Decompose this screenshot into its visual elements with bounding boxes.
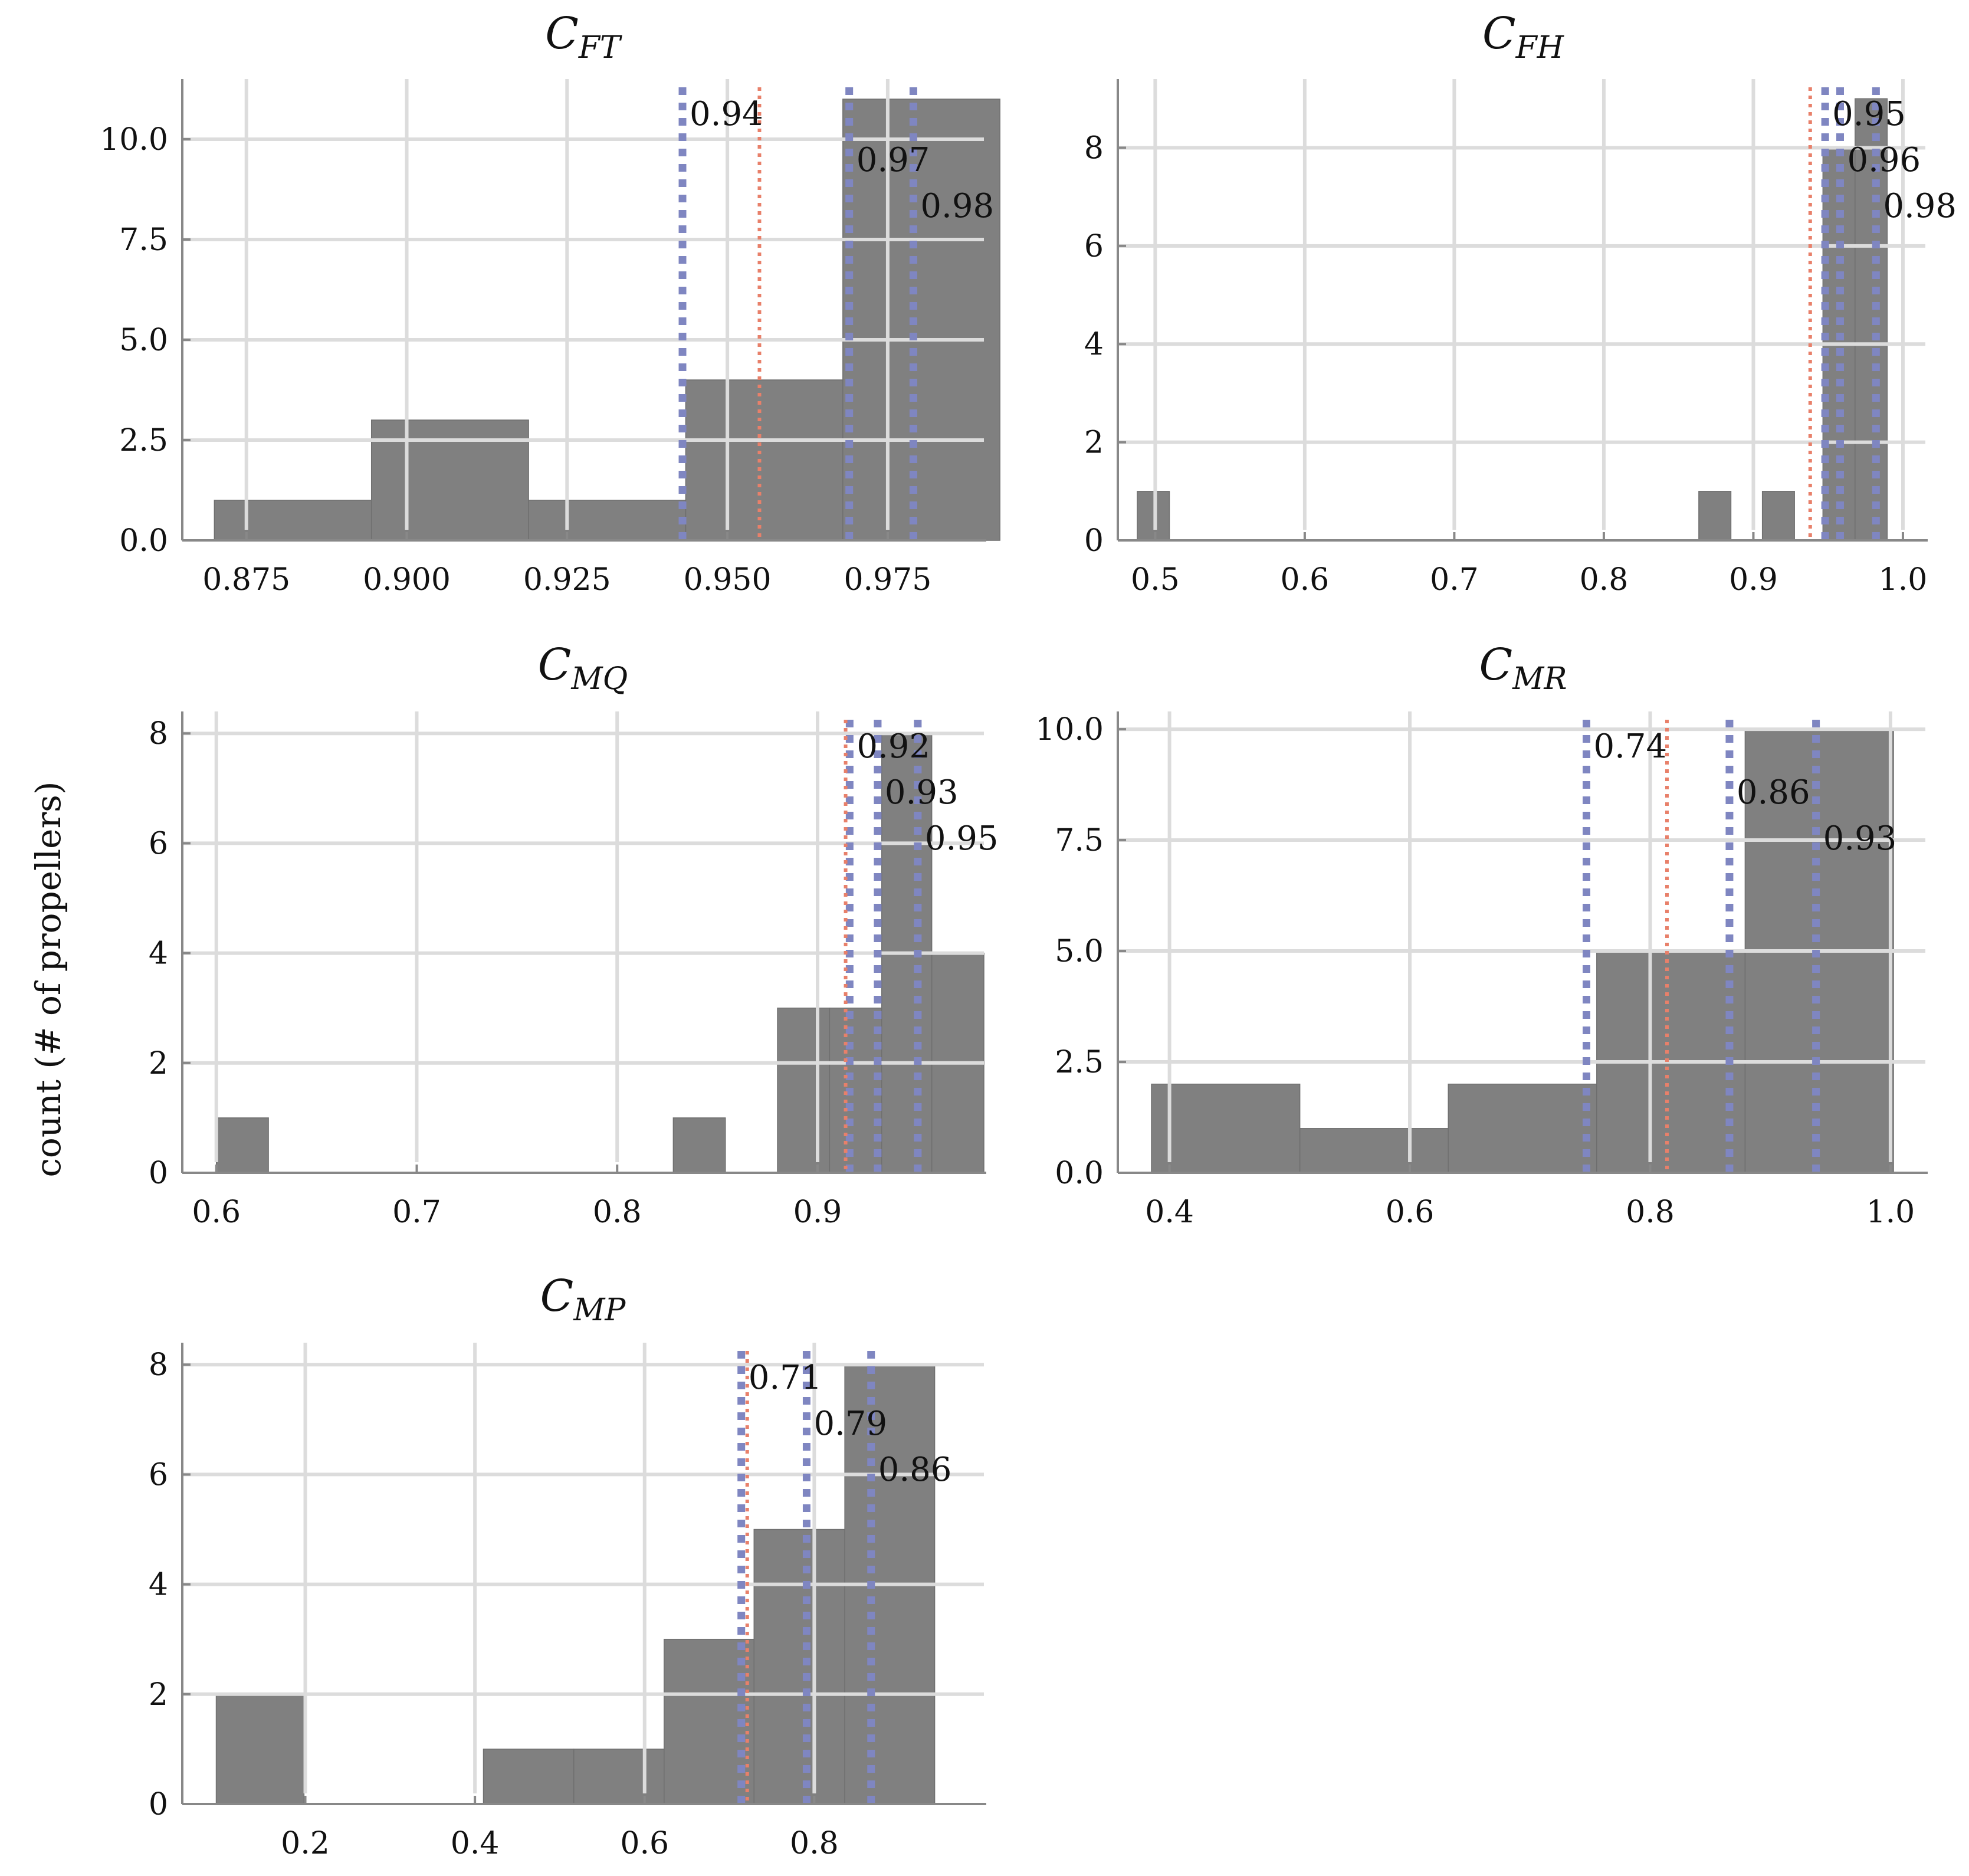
quantile-annotation: 0.97 (856, 141, 930, 179)
y-tick-label: 8 (149, 716, 168, 752)
histogram-panel-fh: 0 2 4 6 8 0.5 0.6 0.7 0.8 0.9 1.0 CFH 0.95 0.96 0.98 (1084, 8, 1957, 598)
x-tick-label: 0.8 (790, 1826, 839, 1861)
quantile-annotation: 0.96 (1847, 141, 1921, 179)
quantile-annotation: 0.98 (1883, 187, 1957, 225)
histogram-bar (1761, 491, 1795, 541)
quantile-annotation: 0.79 (813, 1405, 887, 1443)
histogram-bar (685, 379, 844, 541)
chart-title: CMQ (538, 639, 628, 697)
x-tick-label: 0.900 (363, 562, 451, 598)
x-tick-label: 0.4 (1145, 1195, 1194, 1230)
histogram-bar (1855, 98, 1888, 541)
y-tick-label: 8 (1084, 130, 1104, 166)
x-tick-label: 0.7 (1430, 562, 1479, 598)
histogram-bar (1299, 1128, 1449, 1173)
quantile-annotation: 0.98 (920, 187, 994, 225)
y-tick-label: 2 (149, 1046, 168, 1081)
chart-title: CFH (1482, 8, 1565, 65)
y-tick-label: 0.0 (1055, 1156, 1104, 1191)
x-tick-label: 0.5 (1131, 562, 1180, 598)
histogram-panel-mr: 0.0 2.5 5.0 7.5 10.0 0.4 0.6 0.8 1.0 CMR 0.74 0.86 0… (1035, 639, 1928, 1230)
x-tick-label: 0.6 (1281, 562, 1330, 598)
quantile-annotation: 0.74 (1594, 727, 1668, 766)
chart-title: CFT (545, 8, 622, 65)
histogram-bar (1137, 491, 1170, 541)
quantile-annotation: 0.95 (925, 819, 999, 858)
quantile-annotation: 0.86 (1737, 773, 1810, 812)
histogram-bar (216, 1117, 269, 1173)
y-tick-label: 4 (149, 1567, 168, 1603)
x-tick-label: 0.8 (1626, 1195, 1675, 1230)
histogram-bar (1448, 1083, 1597, 1173)
histogram-bar (528, 500, 687, 541)
histogram-bar (1151, 1083, 1301, 1173)
chart-title: CMR (1479, 639, 1567, 697)
quantile-annotation: 0.93 (885, 773, 959, 812)
histogram-bar (370, 419, 529, 541)
quantile-annotation: 0.94 (690, 95, 763, 133)
quantile-annotation: 0.86 (878, 1451, 952, 1489)
x-tick-label: 0.975 (844, 562, 931, 598)
y-tick-label: 7.5 (119, 222, 168, 258)
x-tick-label: 0.9 (793, 1195, 842, 1230)
y-tick-label: 0 (149, 1156, 168, 1191)
y-tick-label: 0 (149, 1787, 168, 1822)
x-tick-label: 0.925 (523, 562, 611, 598)
x-tick-label: 0.6 (1386, 1195, 1435, 1230)
histogram-bar (842, 99, 1000, 541)
y-tick-label: 5.0 (1055, 934, 1104, 969)
x-tick-label: 0.875 (202, 562, 290, 598)
y-tick-label: 7.5 (1055, 823, 1104, 858)
y-tick-label: 10.0 (1035, 712, 1104, 747)
histogram-bar (829, 1007, 882, 1173)
histogram-panel-ft: 0.0 2.5 5.0 7.5 10.0 0.875 0.900 0.925 0.950 0.97… (100, 8, 1000, 598)
x-tick-label: 0.6 (620, 1826, 669, 1861)
x-tick-label: 0.2 (281, 1826, 330, 1861)
x-tick-label: 0.6 (192, 1195, 241, 1230)
quantile-annotation: 0.95 (1832, 95, 1906, 133)
histogram-bar (573, 1749, 665, 1805)
quantile-annotation: 0.71 (749, 1359, 822, 1397)
y-tick-label: 5.0 (119, 323, 168, 358)
x-tick-label: 0.4 (451, 1826, 500, 1861)
y-tick-label: 2 (1084, 425, 1104, 461)
y-tick-label: 2.5 (119, 423, 168, 458)
y-tick-label: 0 (1084, 523, 1104, 559)
y-tick-label: 4 (149, 936, 168, 972)
histogram-panel-mq: 0 2 4 6 8 0.6 0.7 0.8 0.9 CMQ 0.92 0.93 0.95 (149, 639, 999, 1230)
quantile-annotation: 0.93 (1823, 819, 1897, 858)
y-tick-label: 4 (1084, 327, 1104, 362)
x-tick-label: 0.950 (684, 562, 772, 598)
histogram-bar (753, 1529, 845, 1805)
x-tick-label: 1.0 (1866, 1195, 1915, 1230)
histogram-bar (215, 1694, 305, 1805)
histogram-bar (777, 1007, 831, 1173)
x-tick-label: 0.8 (1580, 562, 1629, 598)
y-tick-label: 8 (149, 1347, 168, 1383)
y-tick-label: 6 (149, 826, 168, 861)
quantile-annotation: 0.92 (856, 727, 930, 766)
y-tick-label: 2 (149, 1677, 168, 1713)
histogram-bar (214, 500, 372, 541)
chart-title: CMP (540, 1271, 626, 1328)
histogram-bar (672, 1117, 726, 1173)
x-tick-label: 0.7 (392, 1195, 441, 1230)
y-tick-label: 6 (149, 1457, 168, 1493)
y-tick-label: 0.0 (119, 523, 168, 559)
histogram-bar (1698, 491, 1732, 541)
x-tick-label: 1.0 (1879, 562, 1928, 598)
shared-y-axis-label: count (# of propellers) (28, 781, 68, 1177)
histogram-bar (483, 1749, 575, 1805)
y-tick-label: 10.0 (100, 122, 168, 158)
x-tick-label: 0.8 (593, 1195, 642, 1230)
y-tick-label: 2.5 (1055, 1045, 1104, 1080)
histogram-panel-mp: 0 2 4 6 8 0.2 0.4 0.6 0.8 CMP 0.71 0.79 0.86 (149, 1271, 986, 1861)
y-tick-label: 6 (1084, 229, 1104, 264)
x-tick-label: 0.9 (1729, 562, 1778, 598)
